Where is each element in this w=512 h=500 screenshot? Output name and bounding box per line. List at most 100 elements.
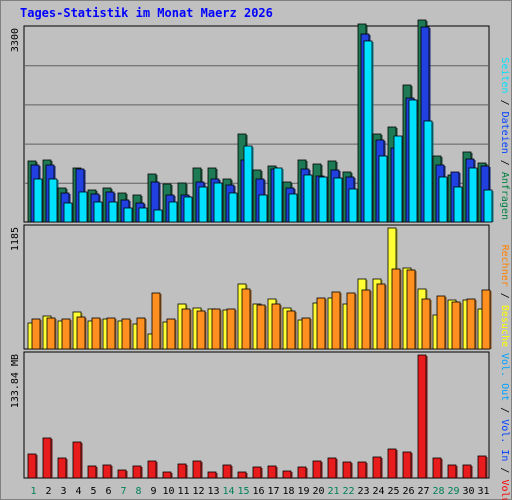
bar-volume-volumen-day-27 <box>417 354 427 479</box>
bar-requests-seiten-day-14 <box>228 192 238 223</box>
bar-volume-volumen-day-6 <box>102 464 112 479</box>
x-tick-label-day-21: 21 <box>327 486 339 497</box>
x-tick-label-day-28: 28 <box>432 486 444 497</box>
x-tick-label-day-3: 3 <box>60 486 66 497</box>
bar-volume-volumen-day-17 <box>267 465 277 479</box>
bar-volume-volumen-day-29 <box>447 464 457 479</box>
legend-item: Volumen <box>499 479 510 500</box>
x-tick-label-day-27: 27 <box>417 486 429 497</box>
bar-volume-volumen-day-26 <box>402 451 412 479</box>
bar-volume-volumen-day-18 <box>282 470 292 479</box>
bar-visits-rechner-day-9 <box>151 292 161 350</box>
legend-item: Vol. Out <box>499 353 510 401</box>
bar-requests-seiten-day-30 <box>468 167 478 223</box>
x-tick-label-day-22: 22 <box>342 486 354 497</box>
bar-volume-volumen-day-10 <box>162 471 172 479</box>
bar-volume-volumen-day-30 <box>462 464 472 479</box>
bar-volume-volumen-day-21 <box>327 457 337 479</box>
bar-visits-rechner-day-2 <box>46 317 56 350</box>
x-tick-label-day-8: 8 <box>135 486 141 497</box>
bar-visits-rechner-day-6 <box>106 317 116 350</box>
x-tick-label-day-2: 2 <box>45 486 51 497</box>
bar-visits-rechner-day-5 <box>91 317 101 350</box>
bar-volume-volumen-day-14 <box>222 464 232 479</box>
legend-item: Dateien <box>499 112 510 154</box>
legend-separator: / <box>499 461 510 479</box>
bar-volume-volumen-day-19 <box>297 466 307 479</box>
bar-requests-seiten-day-27 <box>423 120 433 223</box>
panel-requests-legend: Seiten / Dateien / Anfragen <box>499 57 510 220</box>
bar-volume-volumen-day-16 <box>252 466 262 479</box>
bar-volume-volumen-day-24 <box>372 456 382 479</box>
bar-volume-volumen-day-23 <box>357 461 367 479</box>
bar-requests-seiten-day-20 <box>318 176 328 223</box>
bar-volume-volumen-day-2 <box>42 437 52 479</box>
legend-item: Rechner <box>499 245 510 287</box>
bar-visits-rechner-day-25 <box>391 268 401 350</box>
legend-separator: / <box>499 94 510 112</box>
bar-volume-volumen-day-1 <box>27 453 37 479</box>
bar-visits-rechner-day-21 <box>331 291 341 350</box>
bar-requests-seiten-day-3 <box>63 202 73 223</box>
bar-requests-seiten-day-6 <box>108 201 118 223</box>
legend-item: Besuche <box>499 305 510 347</box>
bar-requests-seiten-day-11 <box>183 196 193 223</box>
x-tick-label-day-10: 10 <box>162 486 174 497</box>
bar-volume-volumen-day-28 <box>432 457 442 479</box>
legend-separator: / <box>499 154 510 172</box>
bar-visits-rechner-day-29 <box>451 301 461 350</box>
x-tick-label-day-18: 18 <box>282 486 294 497</box>
bar-requests-seiten-day-4 <box>78 191 88 223</box>
x-tick-label-day-31: 31 <box>477 486 489 497</box>
bar-requests-seiten-day-18 <box>288 193 298 223</box>
legend-item: Anfragen <box>499 172 510 220</box>
bar-visits-rechner-day-16 <box>256 304 266 350</box>
bar-requests-seiten-day-26 <box>408 99 418 223</box>
bar-volume-volumen-day-25 <box>387 448 397 479</box>
x-tick-label-day-13: 13 <box>207 486 219 497</box>
legend-item: Vol. In <box>499 419 510 461</box>
bar-volume-volumen-day-11 <box>177 463 187 479</box>
bar-visits-rechner-day-22 <box>346 292 356 350</box>
bar-volume-volumen-day-15 <box>237 471 247 479</box>
bar-requests-seiten-day-21 <box>333 177 343 223</box>
x-tick-label-day-25: 25 <box>387 486 399 497</box>
bar-visits-rechner-day-12 <box>196 310 206 350</box>
bar-visits-rechner-day-28 <box>436 295 446 350</box>
x-tick-label-day-24: 24 <box>372 486 384 497</box>
bar-requests-seiten-day-5 <box>93 201 103 223</box>
bar-volume-volumen-day-9 <box>147 460 157 479</box>
bar-requests-seiten-day-31 <box>483 189 493 223</box>
bar-volume-volumen-day-8 <box>132 465 142 479</box>
bar-visits-rechner-day-11 <box>181 308 191 350</box>
panel-volume-max-label: 133.84 MB <box>10 354 21 408</box>
bar-visits-rechner-day-23 <box>361 289 371 350</box>
bar-visits-rechner-day-15 <box>241 288 251 350</box>
bar-visits-rechner-day-4 <box>76 316 86 350</box>
x-tick-label-day-30: 30 <box>462 486 474 497</box>
bar-requests-seiten-day-10 <box>168 201 178 223</box>
panel-visits-max-label: 1185 <box>10 227 21 251</box>
legend-separator: / <box>499 287 510 305</box>
bar-requests-seiten-day-25 <box>393 135 403 223</box>
bar-visits-rechner-day-24 <box>376 283 386 350</box>
chart-title: Tages-Statistik im Monat Maerz 2026 <box>20 6 273 20</box>
bar-requests-seiten-day-1 <box>33 178 43 223</box>
bar-visits-rechner-day-19 <box>301 317 311 350</box>
bar-visits-rechner-day-18 <box>286 310 296 350</box>
bar-requests-seiten-day-16 <box>258 194 268 223</box>
bar-visits-rechner-day-7 <box>121 318 131 350</box>
legend-separator: / <box>499 401 510 419</box>
x-tick-label-day-7: 7 <box>120 486 126 497</box>
panel-visits-legend: Rechner / Besuche <box>499 245 510 347</box>
bar-visits-rechner-day-13 <box>211 308 221 350</box>
bar-requests-seiten-day-2 <box>48 178 58 223</box>
legend-item: Seiten <box>499 57 510 93</box>
bar-requests-seiten-day-29 <box>453 186 463 223</box>
panel-volume-legend: Vol. Out / Vol. In / Volumen <box>499 353 510 500</box>
bar-volume-volumen-day-3 <box>57 457 67 479</box>
bar-volume-volumen-day-22 <box>342 461 352 479</box>
bar-requests-seiten-day-28 <box>438 176 448 223</box>
